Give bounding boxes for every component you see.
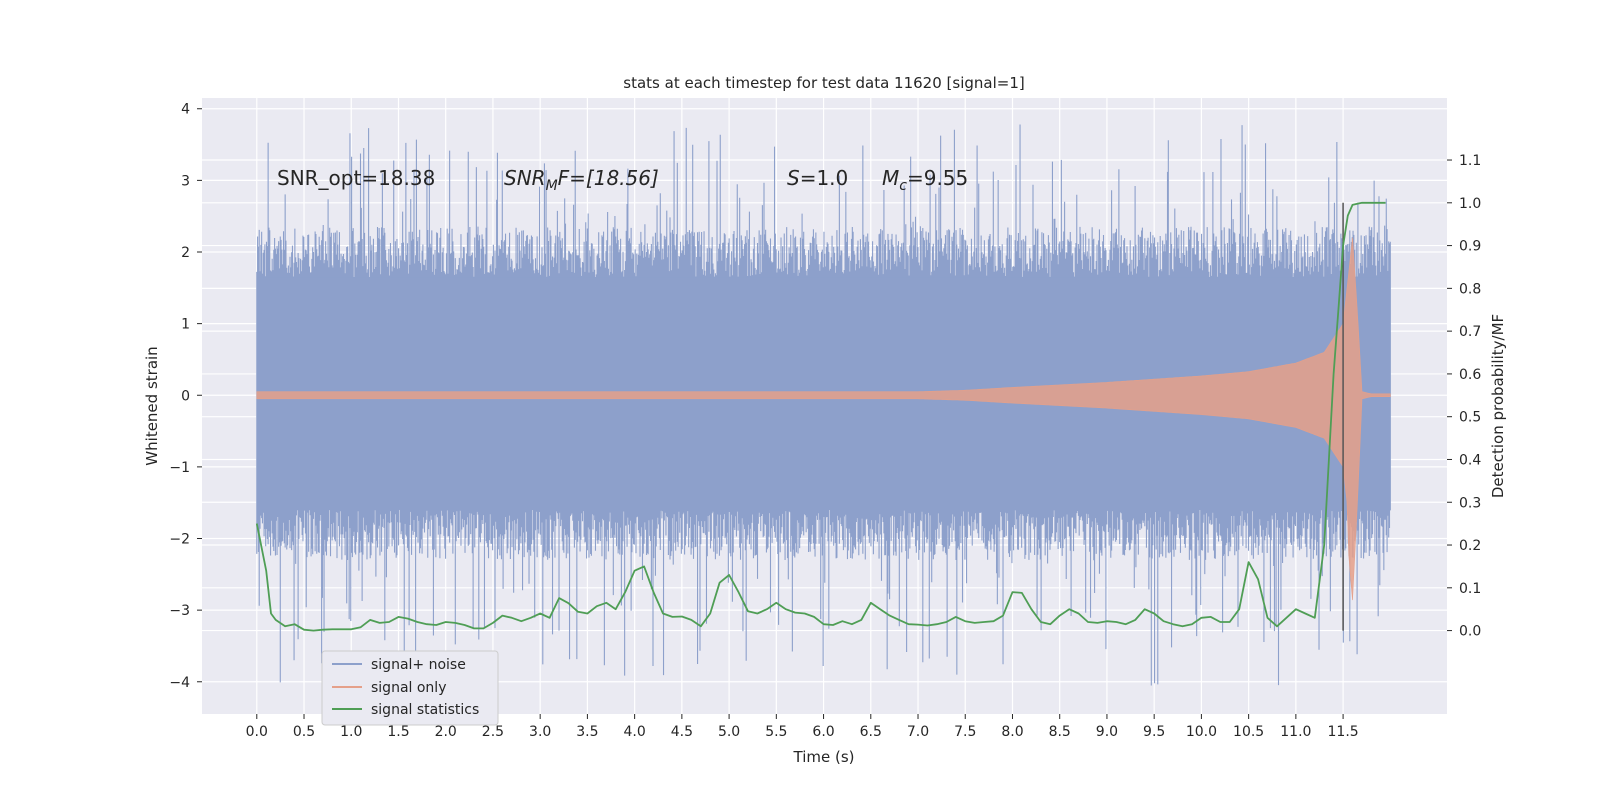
y-left-tick-label: −4 [169,675,190,691]
x-tick-label: 10.5 [1233,724,1264,740]
snr-mf-name: SNR [504,166,546,190]
y-right-tick-label: 0.6 [1459,367,1481,383]
chart-title: stats at each timestep for test data 116… [623,74,1024,92]
series-signal-statistics [255,201,1386,632]
y-left-tick-label: 0 [181,388,190,404]
x-tick-label: 3.0 [529,724,551,740]
y-right-tick-label: 0.7 [1459,324,1481,340]
y-left-tick-label: 4 [181,102,190,118]
plot-area [255,124,1391,686]
y-left-tick-label: −2 [169,532,190,548]
x-tick-label: 11.5 [1328,724,1359,740]
y-right-tick-label: 1.1 [1459,153,1481,169]
y-right-tick-label: 0.5 [1459,410,1481,426]
y-right-tick-label: 0.4 [1459,452,1481,468]
snr-mf-rest: F=[18.56] [558,166,659,190]
x-tick-label: 11.0 [1280,724,1311,740]
annotation-snr-mf: SNRMF=[18.56] [504,166,659,194]
mc-name: M [882,166,899,190]
x-tick-label: 3.5 [576,724,598,740]
mc-rest: =9.55 [907,166,968,190]
legend-label-noise: signal+ noise [371,657,466,673]
y-right-tick-label: 0.8 [1459,281,1481,297]
series-signal-only [256,237,1391,601]
snr-mf-sub: M [546,178,558,194]
legend-label-stats: signal statistics [371,702,479,718]
x-tick-label: 0.5 [293,724,315,740]
x-tick-label: 9.5 [1143,724,1165,740]
x-tick-label: 4.0 [623,724,645,740]
x-tick-label: 2.0 [435,724,457,740]
legend-box [321,650,499,726]
x-tick-label: 1.5 [387,724,409,740]
x-axis-label: Time (s) [793,748,855,766]
y-left-tick-label: 3 [181,173,190,189]
y-right-tick-label: 0.3 [1459,495,1481,511]
annotation-mc: Mc=9.55 [882,166,968,194]
legend-label-signal: signal only [371,680,446,696]
x-tick-label: 5.0 [718,724,740,740]
y-right-tick-label: 0.9 [1459,239,1481,255]
x-tick-label: 4.5 [671,724,693,740]
x-tick-label: 0.0 [246,724,268,740]
x-tick-label: 8.5 [1049,724,1071,740]
x-tick-label: 6.0 [812,724,834,740]
s-name: S [787,166,800,190]
x-tick-label: 1.0 [340,724,362,740]
axes: 0.0 0.5 1.0 1.5 2.0 2.5 3.0 3.5 4.0 4.5 5.0 5.5 6.0 6… [169,102,1481,740]
y-left-tick-label: 1 [181,317,190,333]
y-left-tick-label: −3 [169,603,190,619]
y-left-tick-label: 2 [181,245,190,261]
legend: signal+ noise signal only signal statist… [321,650,499,726]
x-tick-label: 7.5 [954,724,976,740]
mc-sub: c [899,178,907,194]
y-right-tick-label: 0.1 [1459,581,1481,597]
y-right-tick-label: 0.2 [1459,538,1481,554]
y-left-tick-label: −1 [169,460,190,476]
s-rest: =1.0 [800,166,849,190]
y-axis-left-label: Whitened strain [143,346,161,465]
x-tick-label: 2.5 [482,724,504,740]
annotations: SNR_opt=18.38 SNRMF=[18.56] S=1.0 Mc=9.5… [277,166,968,194]
x-tick-label: 7.0 [907,724,929,740]
x-tick-label: 6.5 [860,724,882,740]
y-axis-right-label: Detection probability/MF [1489,314,1507,498]
x-tick-label: 9.0 [1096,724,1118,740]
x-tick-label: 10.0 [1186,724,1217,740]
x-tick-label: 5.5 [765,724,787,740]
y-right-tick-label: 0.0 [1459,624,1481,640]
annotation-snr-opt: SNR_opt=18.38 [277,166,435,190]
annotation-s: S=1.0 [787,166,848,190]
x-tick-label: 8.0 [1001,724,1023,740]
y-right-tick-label: 1.0 [1459,196,1481,212]
